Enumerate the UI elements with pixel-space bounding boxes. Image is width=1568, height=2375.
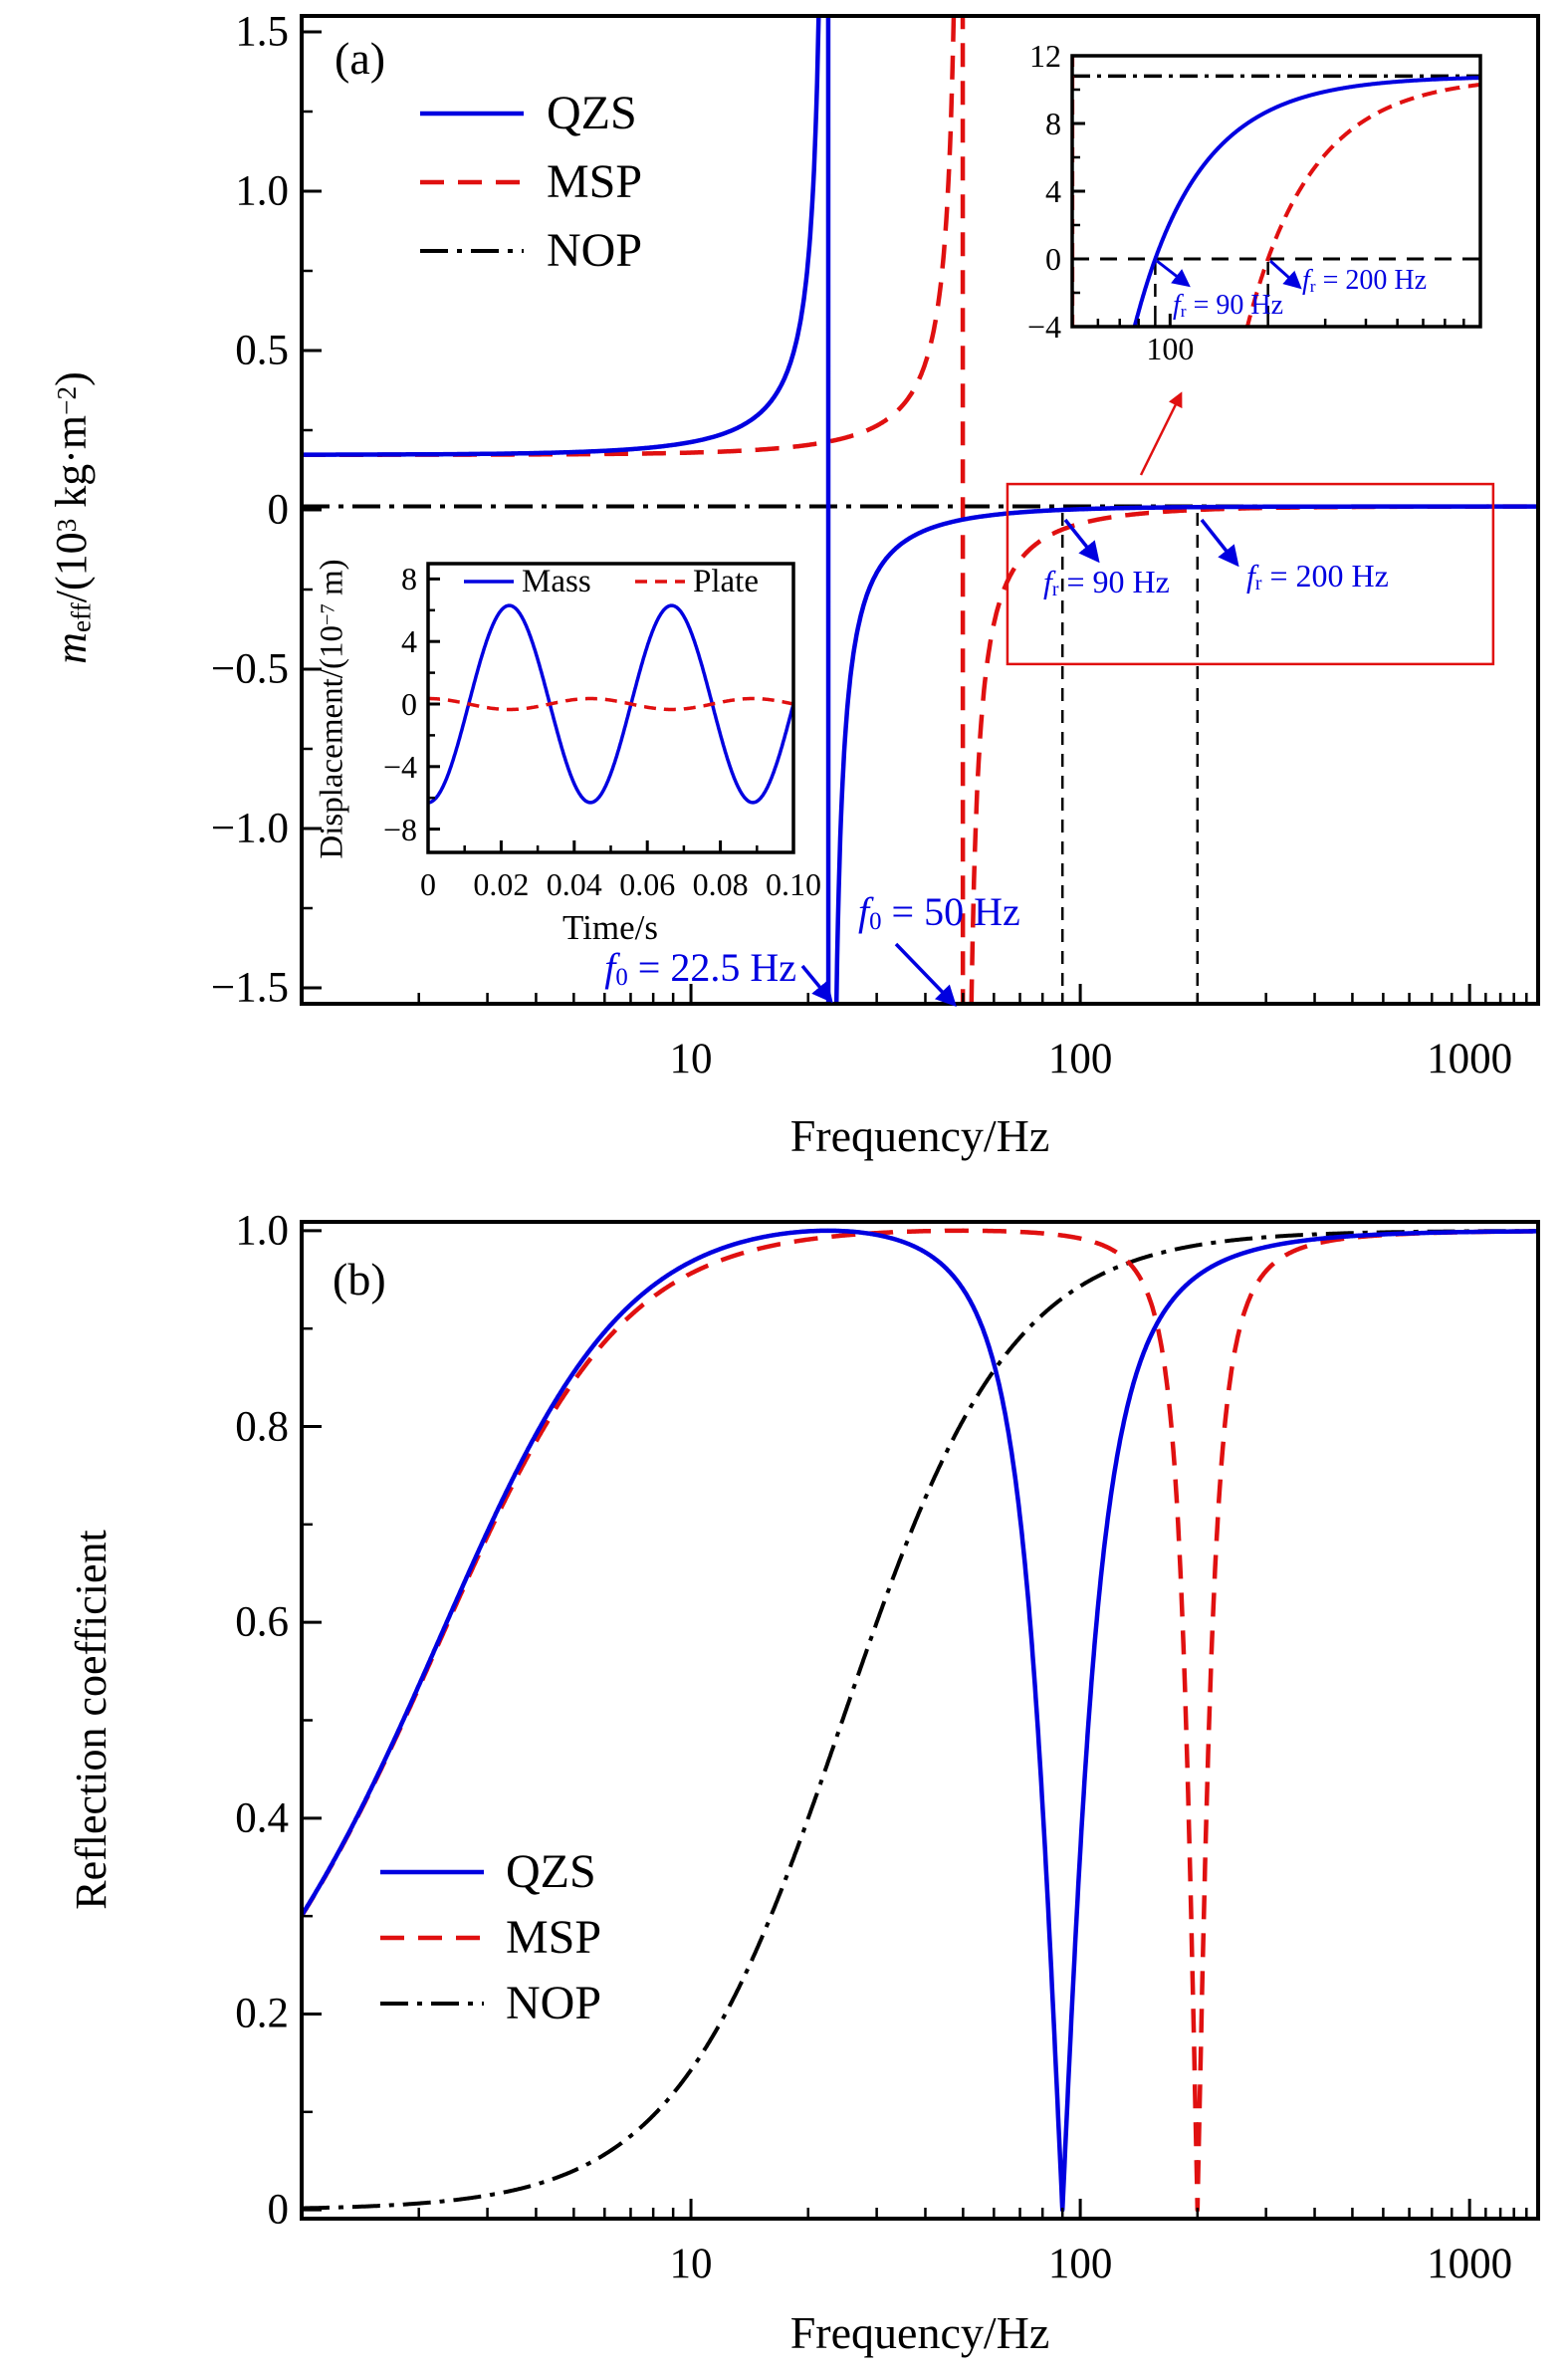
tick-label: 10 xyxy=(669,1036,713,1082)
tick-label: 0.4 xyxy=(235,1794,289,1842)
panel-a-legend-nop: NOP xyxy=(547,224,643,277)
tick-label: 0 xyxy=(420,866,436,902)
fr200-inset-symbol: f xyxy=(1302,265,1310,296)
tick-label: 10 xyxy=(669,2241,713,2287)
panel-b-legend-qzs: QZS xyxy=(506,1845,596,1898)
fr200-text: = 200 Hz xyxy=(1261,558,1389,594)
panel-a-ylabel: meff/(103 kg·m−2) xyxy=(47,371,97,664)
inset2-ylabel: Displacement/(10−7 m) xyxy=(314,559,350,859)
tick-label: 1000 xyxy=(1427,1036,1513,1082)
f0b-text: = 50 Hz xyxy=(881,889,1020,934)
ylabel-a-pre: /(10 xyxy=(47,532,97,603)
fr200-inset-text: = 200 Hz xyxy=(1315,265,1428,296)
tick-label: 0.10 xyxy=(766,866,821,902)
tick-label: 8 xyxy=(1045,106,1061,141)
tick-label: 1000 xyxy=(1427,2241,1513,2287)
tick-label: 4 xyxy=(1045,173,1061,209)
annotation-fr-200-inset: fr = 200 Hz xyxy=(1302,267,1427,295)
tick-label: 8 xyxy=(401,561,417,597)
tick-label: 0.02 xyxy=(473,866,530,902)
f0a-symbol: f xyxy=(604,945,616,990)
panel-b-legend-msp: MSP xyxy=(506,1911,602,1964)
tick-label: 100 xyxy=(1146,331,1195,366)
panel-b-xlabel: Frequency/Hz xyxy=(789,2307,1050,2358)
f0a-sub: 0 xyxy=(615,963,628,991)
fr90-inset-text: = 90 Hz xyxy=(1186,290,1284,321)
tick-label: −0.5 xyxy=(210,645,289,693)
tick-label: −4 xyxy=(1026,309,1061,345)
annotation-fr-200-main: fr = 200 Hz xyxy=(1246,560,1389,594)
tick-label: 0 xyxy=(401,685,417,722)
tick-label: 0.5 xyxy=(235,327,289,374)
ylabel-a-symbol: m xyxy=(47,632,97,664)
fr90-symbol: f xyxy=(1043,564,1052,599)
panel-b-legend-nop: NOP xyxy=(506,1977,602,2029)
ylabel-a-post: ) xyxy=(47,371,97,386)
tick-label: 1.0 xyxy=(235,167,289,215)
inset2-legend-mass: Mass xyxy=(522,564,591,599)
ylabel-a-mid: kg·m xyxy=(47,414,97,519)
fr200-symbol: f xyxy=(1246,558,1255,594)
tick-label: −8 xyxy=(382,811,417,847)
fr200-inset-sub: r xyxy=(1309,276,1316,296)
panel-b-tag: (b) xyxy=(333,1254,386,1305)
tick-label: 12 xyxy=(1029,38,1061,74)
tick-label: 0.6 xyxy=(235,1598,289,1646)
fr90-inset-symbol: f xyxy=(1173,290,1181,321)
annotation-fr-90-inset: fr = 90 Hz xyxy=(1173,292,1283,320)
panel-a-legend-qzs: QZS xyxy=(547,87,637,139)
fr90-text: = 90 Hz xyxy=(1058,564,1170,599)
tick-label: 100 xyxy=(1047,2241,1113,2287)
panel-a-legend-msp: MSP xyxy=(547,155,643,208)
f0b-symbol: f xyxy=(858,889,870,934)
tick-label: 0 xyxy=(267,486,290,534)
tick-label: 0.2 xyxy=(235,1990,289,2037)
tick-label: 0.08 xyxy=(692,866,749,902)
inset2-legend-plate: Plate xyxy=(693,564,759,599)
tick-label: −1.5 xyxy=(210,964,289,1012)
panel-a-tag: (a) xyxy=(335,33,386,84)
inset2-ylabel-post: m) xyxy=(314,559,350,604)
fr90-sub: r xyxy=(1051,579,1059,601)
annotation-fr-90-main: fr = 90 Hz xyxy=(1043,566,1170,600)
tick-label: 0.06 xyxy=(619,866,676,902)
ylabel-a-sup2: −2 xyxy=(51,385,82,415)
annotation-f0-50: f0 = 50 Hz xyxy=(858,892,1020,935)
tick-label: 0.04 xyxy=(546,866,602,902)
annotation-f0-22-5: f0 = 22.5 Hz xyxy=(604,948,796,991)
tick-label: 0 xyxy=(267,2186,290,2234)
fr200-sub: r xyxy=(1254,573,1262,595)
tick-label: 4 xyxy=(401,623,417,660)
panel-a-xlabel: Frequency/Hz xyxy=(789,1110,1050,1161)
inset2-xlabel: Time/s xyxy=(562,908,658,947)
f0a-text: = 22.5 Hz xyxy=(627,945,796,990)
tick-label: −1.0 xyxy=(210,805,289,852)
tick-label: 0.8 xyxy=(235,1403,289,1450)
tick-label: 1.5 xyxy=(235,8,289,56)
inset2-ylabel-sup: −7 xyxy=(317,603,339,626)
tick-label: −4 xyxy=(382,748,417,785)
fr90-inset-sub: r xyxy=(1180,301,1187,321)
f0b-sub: 0 xyxy=(869,907,882,935)
panel-b-ylabel: Reflection coefficient xyxy=(67,1530,115,1910)
tick-label: 1.0 xyxy=(235,1207,289,1255)
inset2-ylabel-pre: Displacement/(10 xyxy=(314,625,350,859)
tick-label: 100 xyxy=(1047,1036,1113,1082)
ylabel-a-subscript: eff xyxy=(66,602,97,633)
ylabel-a-sup1: 3 xyxy=(51,518,82,533)
tick-label: 0 xyxy=(1045,241,1061,277)
